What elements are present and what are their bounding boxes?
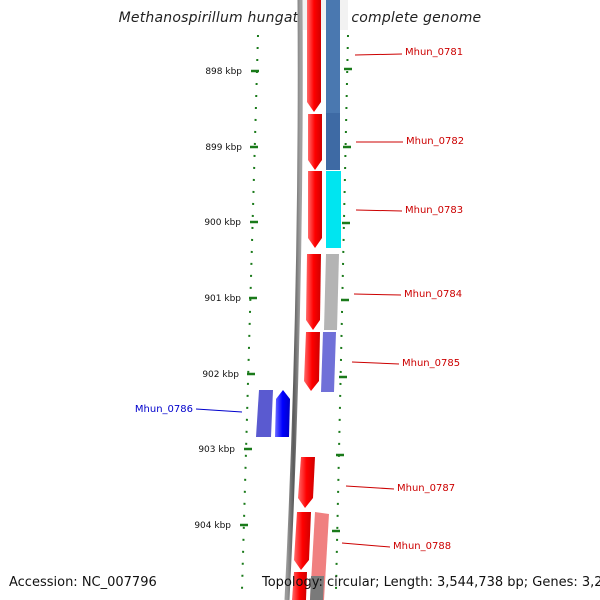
cog-block-mhun-0786[interactable] xyxy=(256,390,273,437)
gene-label-mhun-0786[interactable]: Mhun_0786 xyxy=(135,404,193,415)
inner-ruler-dots xyxy=(241,34,259,591)
gene-label-mhun-0783[interactable]: Mhun_0783 xyxy=(405,205,463,216)
kbp-ticks xyxy=(240,69,259,527)
cog-block-mhun-0781[interactable] xyxy=(326,0,340,113)
cog-block-mhun-0784[interactable] xyxy=(324,254,339,330)
cog-block-mhun-0782[interactable] xyxy=(326,113,340,170)
accession-text: Accession: NC_007796 xyxy=(9,575,157,590)
tick-label-899: 899 kbp xyxy=(205,143,242,153)
gene-label-mhun-0781[interactable]: Mhun_0781 xyxy=(405,47,463,58)
tick-label-901: 901 kbp xyxy=(204,294,241,304)
tick-label-898: 898 kbp xyxy=(205,67,242,77)
forward-strand-track xyxy=(292,0,322,600)
cog-block-mhun-0785[interactable] xyxy=(321,332,336,392)
gene-label-mhun-0788[interactable]: Mhun_0788 xyxy=(393,541,451,552)
gene-label-mhun-0782[interactable]: Mhun_0782 xyxy=(406,136,464,147)
label-connectors xyxy=(195,53,403,548)
reverse-strand-track xyxy=(256,390,290,437)
cog-block-bottom xyxy=(310,576,324,600)
gene-arrow-mhun-0788[interactable] xyxy=(294,512,311,570)
gene-label-mhun-0787[interactable]: Mhun_0787 xyxy=(397,483,455,494)
outer-ruler-ticks xyxy=(332,67,352,533)
gene-arrow-mhun-0783[interactable] xyxy=(308,171,322,248)
gene-arrow-mhun-0787[interactable] xyxy=(298,457,315,508)
outer-ruler-dots xyxy=(335,34,349,591)
gene-arrow-mhun-0784[interactable] xyxy=(306,254,321,330)
gene-label-mhun-0785[interactable]: Mhun_0785 xyxy=(402,358,460,369)
gene-arrow-mhun-0785[interactable] xyxy=(304,332,320,391)
tick-label-904: 904 kbp xyxy=(194,521,231,531)
topology-text: Topology: circular; Length: 3,544,738 bp… xyxy=(262,575,600,590)
title-band xyxy=(298,0,348,30)
kbp-tick-labels: 898 kbp 899 kbp 900 kbp 901 kbp 902 kbp … xyxy=(194,67,242,531)
gene-labels: Mhun_0781 Mhun_0782 Mhun_0783 Mhun_0784 … xyxy=(135,47,464,552)
cog-block-mhun-0783[interactable] xyxy=(326,171,341,248)
gene-arrow-mhun-0786[interactable] xyxy=(275,390,290,437)
tick-label-902: 902 kbp xyxy=(202,370,239,380)
gene-arrow-mhun-0781[interactable] xyxy=(307,0,321,112)
cog-track xyxy=(310,0,341,600)
tick-label-900: 900 kbp xyxy=(204,218,241,228)
gene-arrow-mhun-0782[interactable] xyxy=(308,114,322,170)
genome-backbone xyxy=(284,0,303,600)
gene-arrow-bottom xyxy=(292,572,307,600)
gene-label-mhun-0784[interactable]: Mhun_0784 xyxy=(404,289,462,300)
tick-label-903: 903 kbp xyxy=(198,445,235,455)
